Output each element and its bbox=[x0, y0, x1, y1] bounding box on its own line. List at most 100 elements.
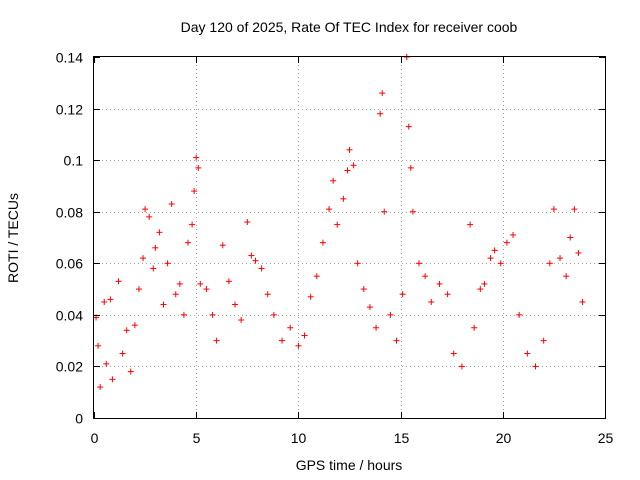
x-tick-label: 10 bbox=[291, 430, 307, 446]
data-points bbox=[93, 54, 586, 391]
data-point bbox=[135, 286, 142, 293]
data-point bbox=[579, 298, 586, 305]
data-point bbox=[467, 221, 474, 228]
data-point bbox=[264, 291, 271, 298]
data-point bbox=[191, 188, 198, 195]
data-point bbox=[563, 273, 570, 280]
data-point bbox=[481, 280, 488, 287]
data-point bbox=[373, 324, 380, 331]
data-point bbox=[142, 206, 149, 213]
data-point bbox=[301, 332, 308, 339]
data-point bbox=[377, 110, 384, 117]
data-point bbox=[287, 324, 294, 331]
data-point bbox=[172, 291, 179, 298]
data-point bbox=[238, 317, 245, 324]
data-point bbox=[334, 221, 341, 228]
data-point bbox=[471, 324, 478, 331]
data-point bbox=[107, 296, 114, 303]
y-tick-label: 0.14 bbox=[56, 50, 83, 66]
data-point bbox=[550, 206, 557, 213]
data-point bbox=[180, 311, 187, 318]
data-point bbox=[415, 260, 422, 267]
data-point bbox=[270, 311, 277, 318]
data-point bbox=[330, 177, 337, 184]
data-point bbox=[510, 231, 517, 238]
data-point bbox=[232, 301, 239, 308]
data-point bbox=[152, 244, 159, 251]
data-point bbox=[127, 368, 134, 375]
data-point bbox=[546, 260, 553, 267]
data-point bbox=[491, 247, 498, 254]
data-point bbox=[381, 208, 388, 215]
data-point bbox=[195, 164, 202, 171]
data-point bbox=[354, 260, 361, 267]
data-point bbox=[156, 229, 163, 236]
data-point bbox=[103, 360, 110, 367]
data-point bbox=[203, 286, 210, 293]
data-point bbox=[109, 376, 116, 383]
data-point bbox=[344, 167, 351, 174]
x-axis-label: GPS time / hours bbox=[296, 457, 403, 473]
data-point bbox=[213, 337, 220, 344]
data-point bbox=[189, 221, 196, 228]
data-point bbox=[115, 278, 122, 285]
data-point bbox=[366, 304, 373, 311]
data-point bbox=[209, 311, 216, 318]
data-point bbox=[164, 260, 171, 267]
x-tick-label: 25 bbox=[598, 430, 614, 446]
data-point bbox=[119, 350, 126, 357]
data-point bbox=[168, 200, 175, 207]
data-point bbox=[225, 278, 232, 285]
data-point bbox=[379, 90, 386, 97]
data-point bbox=[540, 337, 547, 344]
y-tick-label: 0.06 bbox=[56, 256, 83, 272]
data-point bbox=[340, 195, 347, 202]
y-tick-label: 0.04 bbox=[56, 308, 83, 324]
axis-ticks: 0 0.02 0.04 0.06 0.08 0.1 0.12 0.14 0 5 10 15 20 25 bbox=[56, 50, 614, 447]
data-point bbox=[524, 350, 531, 357]
data-point bbox=[444, 291, 451, 298]
data-point bbox=[248, 252, 255, 259]
plot-frame bbox=[93, 56, 606, 419]
data-point bbox=[244, 219, 251, 226]
data-point bbox=[319, 239, 326, 246]
x-tick-label: 20 bbox=[496, 430, 512, 446]
data-point bbox=[313, 273, 320, 280]
y-tick-label: 0 bbox=[75, 411, 83, 427]
data-point bbox=[197, 280, 204, 287]
data-point bbox=[360, 286, 367, 293]
data-point bbox=[176, 280, 183, 287]
data-point bbox=[436, 280, 443, 287]
x-tick-label: 5 bbox=[193, 430, 201, 446]
data-point bbox=[307, 293, 314, 300]
data-point bbox=[131, 322, 138, 329]
data-point bbox=[422, 273, 429, 280]
data-point bbox=[497, 260, 504, 267]
data-point bbox=[279, 337, 286, 344]
data-point bbox=[503, 239, 510, 246]
data-point bbox=[428, 298, 435, 305]
data-point bbox=[185, 239, 192, 246]
y-tick-label: 0.1 bbox=[64, 153, 84, 169]
data-point bbox=[450, 350, 457, 357]
data-point bbox=[516, 311, 523, 318]
data-point bbox=[571, 206, 578, 213]
data-point bbox=[346, 146, 353, 153]
data-point bbox=[150, 265, 157, 272]
data-point bbox=[409, 208, 416, 215]
data-point bbox=[477, 286, 484, 293]
data-point bbox=[140, 255, 147, 262]
data-point bbox=[160, 301, 167, 308]
data-point bbox=[258, 265, 265, 272]
x-tick-label: 15 bbox=[394, 430, 410, 446]
y-tick-label: 0.12 bbox=[56, 102, 83, 118]
data-point bbox=[557, 255, 564, 262]
y-tick-label: 0.08 bbox=[56, 205, 83, 221]
data-point bbox=[393, 337, 400, 344]
grid-lines bbox=[94, 57, 605, 418]
data-point bbox=[101, 298, 108, 305]
data-point bbox=[399, 291, 406, 298]
y-axis-label: ROTI / TECUs bbox=[5, 193, 21, 283]
x-tick-label: 0 bbox=[91, 430, 99, 446]
